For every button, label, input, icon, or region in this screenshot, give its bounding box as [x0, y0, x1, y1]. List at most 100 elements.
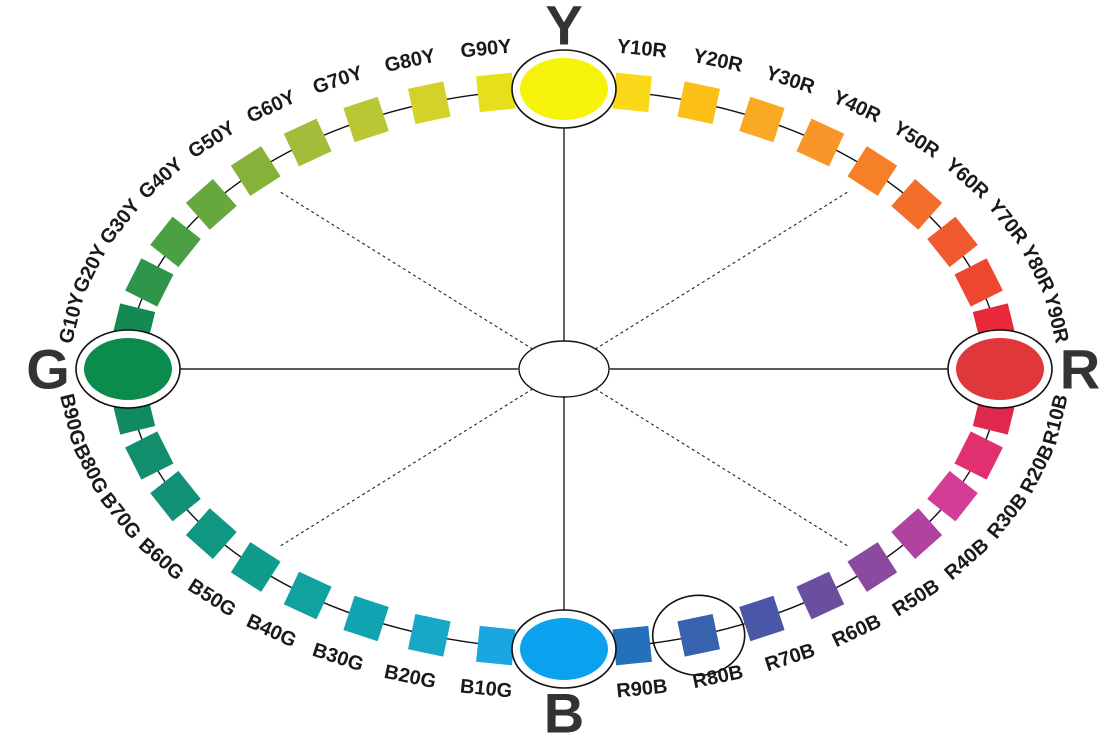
- swatch-rect: [283, 118, 332, 167]
- hue-swatch-y60r: [891, 178, 943, 230]
- hue-label-r20b: R20B: [1016, 441, 1059, 497]
- hue-label-g70y: G70Y: [310, 62, 366, 99]
- hue-label-r30b: R30B: [983, 489, 1032, 543]
- swatch-rect: [891, 508, 943, 560]
- hue-label-b30g: B30G: [310, 639, 366, 676]
- hue-label-r80b: R80B: [691, 661, 746, 693]
- swatch-rect: [230, 146, 281, 196]
- swatch-rect: [230, 542, 281, 592]
- hue-swatch-y70r: [927, 216, 978, 268]
- hue-swatch-r70b: [739, 595, 785, 642]
- swatch-rect: [125, 258, 174, 307]
- swatch-rect: [476, 625, 516, 666]
- hue-swatch-r60b: [796, 571, 845, 620]
- primary-label-r: R: [1060, 338, 1100, 401]
- hue-swatch-y80r: [954, 258, 1003, 307]
- swatch-rect: [185, 178, 237, 230]
- hue-label-y60r: Y60R: [941, 154, 993, 204]
- primary-label-b: B: [544, 682, 584, 734]
- swatch-rect: [407, 613, 451, 657]
- hue-swatch-r30b: [927, 470, 978, 522]
- hue-label-r60b: R60B: [829, 610, 885, 652]
- hue-swatch-b60g: [185, 508, 237, 560]
- hue-label-b40g: B40G: [243, 610, 300, 652]
- hue-swatch-b70g: [150, 470, 201, 522]
- hue-label-y10r: Y10R: [616, 36, 669, 63]
- hue-swatch-g70y: [343, 96, 389, 143]
- swatch-rect: [476, 72, 516, 113]
- swatch-rect: [891, 178, 943, 230]
- diagonal-line-nw: [278, 190, 534, 350]
- primary-label-g: G: [26, 338, 70, 401]
- primary-label-y: Y: [545, 0, 582, 57]
- swatch-rect: [407, 81, 451, 125]
- swatch-rect: [677, 81, 721, 125]
- hue-label-b50g: B50G: [184, 575, 240, 622]
- hue-swatch-y30r: [739, 96, 785, 143]
- hue-swatch-r50b: [847, 542, 898, 592]
- primary-dot-g: [84, 338, 172, 400]
- hue-label-g20y: G20Y: [69, 241, 112, 297]
- hue-label-b80g: B80G: [69, 441, 112, 498]
- swatch-rect: [954, 258, 1003, 307]
- hue-swatch-r80b: [677, 613, 721, 657]
- hue-swatch-g60y: [283, 118, 332, 167]
- diagonal-line-sw: [278, 388, 534, 548]
- swatch-rect: [185, 508, 237, 560]
- hue-label-g30y: G30Y: [96, 195, 145, 249]
- primary-hues: Y R B G: [26, 0, 1100, 738]
- hue-label-b10g: B10G: [459, 675, 513, 702]
- axis-lines: [178, 119, 950, 619]
- swatch-rect: [739, 96, 785, 143]
- hue-label-y20r: Y20R: [691, 45, 745, 77]
- primary-dot-y: [520, 58, 608, 120]
- swatch-rect: [796, 118, 845, 167]
- hue-label-b60g: B60G: [134, 534, 188, 585]
- hue-swatch-b80g: [125, 431, 174, 480]
- hue-label-g80y: G80Y: [383, 45, 438, 77]
- hue-swatch-b50g: [230, 542, 281, 592]
- hue-swatch-b10g: [476, 625, 516, 666]
- hue-swatch-g20y: [125, 258, 174, 307]
- swatch-rect: [927, 216, 978, 268]
- swatch-rect: [150, 470, 201, 522]
- hue-swatch-y50r: [847, 146, 898, 196]
- swatch-rect: [796, 571, 845, 620]
- swatch-rect: [125, 431, 174, 480]
- swatch-rect: [847, 542, 898, 592]
- hue-label-g60y: G60Y: [243, 86, 299, 128]
- hue-swatch-y20r: [677, 81, 721, 125]
- hue-swatch-g80y: [407, 81, 451, 125]
- hue-label-r40b: R40B: [940, 534, 993, 584]
- hue-swatch-b30g: [343, 595, 389, 642]
- swatch-rect: [927, 470, 978, 522]
- swatch-rect: [343, 96, 389, 143]
- hue-swatch-b20g: [407, 613, 451, 657]
- primary-dot-r: [956, 338, 1044, 400]
- hue-swatch-y40r: [796, 118, 845, 167]
- hue-label-y70r: Y70R: [984, 195, 1033, 248]
- hue-label-y80r: Y80R: [1017, 242, 1059, 297]
- hue-swatches: [111, 72, 1017, 677]
- hue-swatch-r90b: [612, 625, 652, 666]
- hue-label-r50b: R50B: [889, 575, 944, 621]
- swatch-rect: [150, 216, 201, 268]
- diagonal-line-ne: [594, 190, 850, 350]
- hue-label-g50y: G50Y: [184, 116, 239, 162]
- hue-label-g40y: G40Y: [135, 153, 188, 204]
- hue-swatch-g50y: [230, 146, 281, 196]
- swatch-rect: [612, 72, 652, 113]
- hue-swatch-g30y: [150, 216, 201, 268]
- highlight-circle-r80b: [651, 594, 746, 677]
- swatch-rect: [847, 146, 898, 196]
- hue-swatch-b40g: [283, 571, 332, 620]
- hue-label-y50r: Y50R: [889, 117, 943, 163]
- neutral-center-circle: [518, 340, 610, 398]
- hue-label-b70g: B70G: [95, 489, 145, 544]
- hue-label-r70b: R70B: [762, 639, 817, 676]
- hue-swatch-r40b: [891, 508, 943, 560]
- hue-label-b20g: B20G: [382, 661, 438, 693]
- swatch-rect: [954, 431, 1003, 480]
